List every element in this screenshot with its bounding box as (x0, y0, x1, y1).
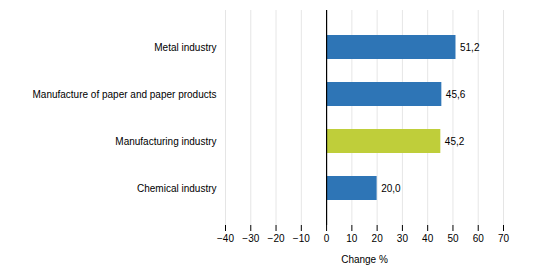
svg-text:10: 10 (346, 233, 358, 244)
svg-text:−40: −40 (217, 233, 234, 244)
svg-text:40: 40 (422, 233, 434, 244)
svg-text:51,2: 51,2 (460, 42, 480, 53)
svg-text:70: 70 (498, 233, 510, 244)
svg-text:Chemical industry: Chemical industry (137, 183, 216, 194)
svg-text:45,6: 45,6 (446, 89, 466, 100)
svg-text:Manufacturing industry: Manufacturing industry (115, 136, 216, 147)
svg-text:Manufacture of paper and paper: Manufacture of paper and paper products (32, 89, 216, 100)
svg-text:60: 60 (473, 233, 485, 244)
svg-text:−10: −10 (293, 233, 310, 244)
svg-text:20,0: 20,0 (381, 183, 401, 194)
svg-text:0: 0 (324, 233, 330, 244)
svg-text:Metal industry: Metal industry (154, 42, 216, 53)
svg-text:−30: −30 (242, 233, 259, 244)
svg-text:Change %: Change % (341, 254, 388, 265)
svg-text:20: 20 (372, 233, 384, 244)
svg-text:30: 30 (397, 233, 409, 244)
svg-text:45,2: 45,2 (445, 136, 465, 147)
svg-text:50: 50 (447, 233, 459, 244)
svg-text:−20: −20 (268, 233, 285, 244)
